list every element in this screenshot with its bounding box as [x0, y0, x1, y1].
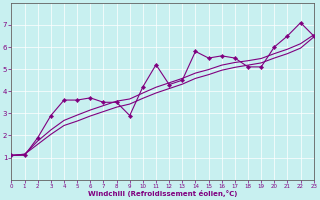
X-axis label: Windchill (Refroidissement éolien,°C): Windchill (Refroidissement éolien,°C)	[88, 190, 237, 197]
